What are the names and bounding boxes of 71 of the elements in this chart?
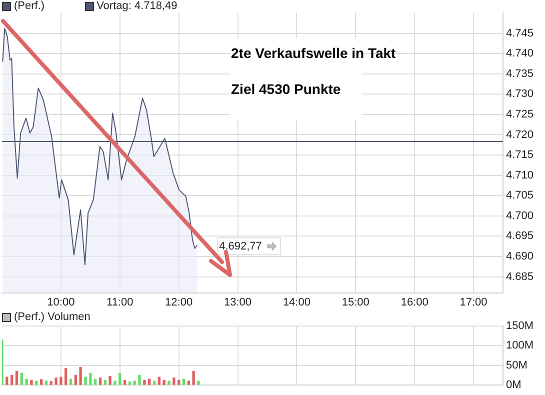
bar [177,380,180,385]
y-tick-label: 150M [506,320,534,332]
y-tick-label: 0M [506,379,522,392]
legend-label: Vortag: 4.718,49 [96,0,178,12]
y-tick-label: 4.700 [506,210,534,222]
bar [44,380,48,385]
annotation: Ziel 4530 Punkte [231,80,341,97]
bar [98,378,102,385]
bar [40,379,43,385]
bar [158,376,161,385]
bar [20,372,23,385]
bar [79,366,82,385]
bar [89,372,92,385]
bar [152,380,156,385]
y-tick-label: 4.685 [506,270,534,283]
bar [15,370,18,385]
chart-title: (Perf.) Volumen [14,311,90,323]
x-tick-label: 16:00 [400,296,428,309]
bar [10,374,14,385]
y-tick-label: 4.730 [506,88,534,100]
bar [192,370,195,385]
y-tick-label: 4.745 [506,27,534,40]
annotation: 4.692,77 [219,240,262,252]
bar [104,380,106,385]
y-tick-label: 4.695 [506,230,534,242]
bar [123,380,126,385]
bar [6,376,8,385]
bar [60,376,62,385]
y-tick-label: 4.710 [506,169,534,182]
x-tick-label: 11:00 [106,296,134,309]
y-tick-label: 4.725 [506,108,534,120]
bar [25,378,28,385]
bar [143,380,146,385]
bar [118,372,122,385]
bar [108,376,112,385]
bar [182,378,186,385]
y-tick-label: 50M [506,359,528,372]
y-tick-label: 4.705 [506,190,534,202]
bar [133,380,136,385]
bar [54,378,58,385]
bar [187,380,190,385]
bar [148,378,151,385]
bar [74,374,78,385]
bar [114,380,116,385]
bar [197,380,200,385]
bar [64,368,68,385]
y-tick-label: 4.720 [506,128,534,141]
bar [35,380,38,385]
x-tick-label: 12:00 [165,296,193,309]
bar [84,376,87,385]
bar [69,378,72,385]
bar [162,380,166,385]
bar [50,381,52,385]
y-tick-label: 4.740 [506,48,534,60]
y-tick-label: 4.715 [506,149,534,162]
bar [128,382,132,385]
x-tick-label: 10:00 [47,296,75,309]
bar [94,378,97,385]
y-tick-label: 100M [506,340,534,352]
x-tick-label: 17:00 [460,296,488,309]
annotation: 2te Verkaufswelle in Takt [231,44,396,61]
x-tick-label: 13:00 [224,296,252,309]
y-tick-label: 4.690 [506,250,534,263]
legend-label: (Perf.) [14,0,45,12]
x-tick-label: 14:00 [282,296,310,309]
y-tick-label: 4.735 [506,68,534,80]
bar [138,374,141,385]
bar [172,378,176,385]
bar [168,380,170,385]
x-tick-label: 15:00 [342,296,370,309]
bar [30,380,33,385]
